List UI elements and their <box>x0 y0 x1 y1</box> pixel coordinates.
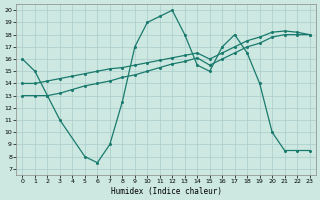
X-axis label: Humidex (Indice chaleur): Humidex (Indice chaleur) <box>110 187 221 196</box>
